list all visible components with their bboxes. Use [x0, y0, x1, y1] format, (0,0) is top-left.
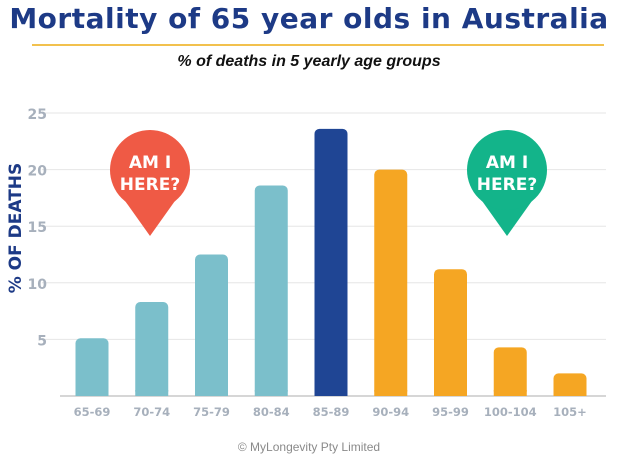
y-tick-5: 5 [37, 333, 47, 349]
x-tick-90-94: 90-94 [372, 405, 409, 419]
y-axis-label: % OF DEATHS [6, 163, 26, 294]
y-tick-10: 10 [28, 277, 48, 293]
callout-left-line1: AM I [129, 153, 171, 173]
bar-base-100-104 [493, 390, 527, 396]
bar-75-79 [195, 254, 228, 396]
bar-base-95-99 [434, 390, 467, 396]
x-tick-70-74: 70-74 [133, 405, 170, 419]
x-tick-65-69: 65-69 [74, 405, 111, 419]
y-tick-15: 15 [28, 220, 47, 236]
bar-65-69 [75, 338, 109, 396]
bar-base-85-89 [314, 390, 348, 396]
y-tick-labels: 5 10 15 20 25 [28, 107, 48, 349]
bars [75, 128, 587, 396]
callout-left-line2: HERE? [120, 175, 180, 195]
callout-right: AM I HERE? [467, 130, 547, 236]
callout-right-line2: HERE? [477, 175, 537, 195]
bar-chart: 5 10 15 20 25 % OF DEATHS 65-69 70-74 75-79 80-… [6, 107, 606, 419]
bar-base-75-79 [195, 390, 228, 396]
bar-base-70-74 [135, 390, 169, 396]
y-tick-20: 20 [28, 164, 48, 180]
chart-subtitle: % of deaths in 5 yearly age groups [177, 53, 441, 70]
bar-base-65-69 [75, 390, 109, 396]
bar-base-80-84 [254, 390, 288, 396]
callout-right-line1: AM I [486, 153, 528, 173]
x-tick-95-99: 95-99 [432, 405, 469, 419]
x-tick-85-89: 85-89 [313, 405, 350, 419]
copyright-footer: © MyLongevity Pty Limited [237, 440, 381, 454]
bar-base-90-94 [374, 390, 408, 396]
callout-left: AM I HERE? [110, 130, 190, 236]
bar-90-94 [374, 169, 408, 396]
bar-100-104 [493, 347, 527, 396]
chart-title: Mortality of 65 year olds in Australia [9, 2, 609, 35]
bar-85-89 [314, 128, 348, 396]
title-underline [32, 44, 604, 46]
y-tick-25: 25 [28, 107, 47, 123]
callout-right-bubble [467, 130, 547, 210]
bar-70-74 [135, 302, 169, 396]
x-tick-75-79: 75-79 [193, 405, 230, 419]
x-tick-105+: 105+ [553, 405, 587, 419]
x-tick-80-84: 80-84 [253, 405, 290, 419]
bar-80-84 [254, 185, 288, 396]
x-tick-100-104: 100-104 [484, 405, 537, 419]
bar-base-105+ [553, 390, 587, 396]
callout-left-bubble [110, 130, 190, 210]
x-tick-labels: 65-69 70-74 75-79 80-84 85-89 90-94 95-99 100-1… [74, 405, 587, 419]
bar-95-99 [434, 269, 467, 396]
